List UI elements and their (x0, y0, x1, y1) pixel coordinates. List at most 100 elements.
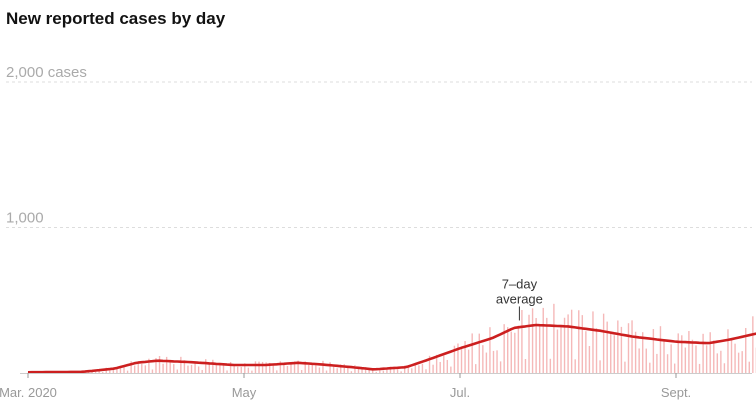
daily-bar (467, 349, 470, 373)
daily-bar (656, 353, 658, 373)
daily-bars (27, 303, 756, 373)
daily-bar (403, 365, 406, 373)
daily-bar (475, 364, 477, 373)
daily-bar (336, 368, 338, 373)
daily-bar (485, 352, 488, 373)
daily-bar (666, 354, 669, 373)
daily-bar (226, 370, 228, 373)
daily-bar (176, 369, 179, 373)
daily-bar (233, 365, 235, 373)
daily-bar (631, 320, 633, 373)
daily-bar (563, 317, 566, 373)
daily-bar (435, 354, 438, 373)
daily-bar (634, 331, 637, 373)
daily-bar (570, 309, 573, 373)
daily-bar (709, 332, 711, 373)
average-line-layer (27, 323, 756, 374)
daily-bar (247, 367, 250, 373)
daily-bar (471, 333, 473, 373)
daily-bar (141, 363, 143, 373)
daily-bar (684, 347, 687, 373)
y-tick-label: 2,000 cases (6, 64, 87, 81)
daily-bar (514, 332, 516, 373)
daily-bar (201, 369, 203, 373)
daily-bar (137, 362, 139, 373)
daily-bar (553, 303, 555, 373)
daily-bar (368, 369, 370, 373)
daily-bar (418, 365, 420, 373)
daily-bar (311, 363, 314, 373)
daily-bar (752, 316, 754, 373)
daily-bar (251, 370, 253, 373)
daily-bar (215, 365, 218, 373)
daily-bar (158, 356, 161, 373)
daily-bar (173, 364, 175, 373)
daily-bar (265, 362, 267, 373)
daily-bar (645, 348, 647, 373)
daily-bar (450, 366, 452, 373)
daily-bar (503, 324, 505, 373)
daily-bar (482, 345, 484, 373)
daily-bar (162, 363, 164, 373)
daily-bar (556, 329, 559, 373)
daily-bar (315, 364, 317, 373)
daily-bar (382, 370, 385, 373)
daily-bar (610, 332, 612, 373)
daily-bar (123, 367, 125, 373)
daily-bar (133, 365, 136, 373)
daily-bar (279, 361, 282, 373)
daily-bar (507, 327, 509, 373)
daily-bar (691, 339, 694, 373)
daily-bar (727, 329, 729, 373)
daily-bar (322, 360, 324, 373)
daily-bar (677, 333, 679, 373)
daily-bar (300, 370, 303, 373)
daily-bar (478, 333, 480, 373)
daily-bar (688, 331, 690, 373)
daily-bar (453, 345, 456, 373)
daily-bar (130, 361, 132, 373)
daily-bar (194, 362, 196, 373)
daily-bar (386, 368, 388, 373)
daily-bar (272, 363, 274, 373)
daily-bar (535, 318, 537, 373)
daily-bar (91, 371, 93, 373)
daily-bar (290, 364, 292, 373)
daily-bar (208, 362, 210, 373)
daily-bar (521, 309, 523, 373)
daily-bar (421, 363, 424, 373)
daily-bar (620, 326, 623, 373)
daily-bar (126, 370, 129, 373)
daily-bar (681, 335, 683, 373)
daily-bar (428, 355, 431, 373)
daily-bar (531, 308, 534, 373)
daily-bar (180, 356, 182, 373)
daily-bar (492, 350, 495, 373)
daily-bar (702, 333, 704, 373)
annotation-average-label: average (496, 291, 543, 306)
daily-bar (737, 352, 740, 373)
daily-bar (638, 348, 640, 373)
daily-bar (574, 359, 576, 373)
daily-bar (350, 371, 353, 373)
daily-bar (237, 366, 239, 373)
daily-bar (258, 361, 260, 373)
daily-bar (745, 327, 747, 373)
daily-bar (713, 340, 715, 373)
annotations: 7–dayaverageNewcases (496, 276, 543, 321)
daily-bar (602, 313, 605, 373)
x-tick-label: May (232, 385, 257, 400)
daily-bar (364, 367, 367, 373)
daily-bar (489, 327, 491, 373)
daily-bar (389, 366, 392, 373)
daily-bar (741, 351, 743, 373)
daily-bar (165, 356, 168, 373)
daily-bar (446, 359, 449, 373)
daily-bar (592, 311, 594, 373)
daily-bar (396, 369, 399, 373)
daily-bar (286, 365, 289, 373)
daily-bar (116, 367, 118, 373)
daily-bar (354, 365, 356, 373)
daily-bar (567, 314, 569, 373)
daily-bar (261, 361, 264, 373)
